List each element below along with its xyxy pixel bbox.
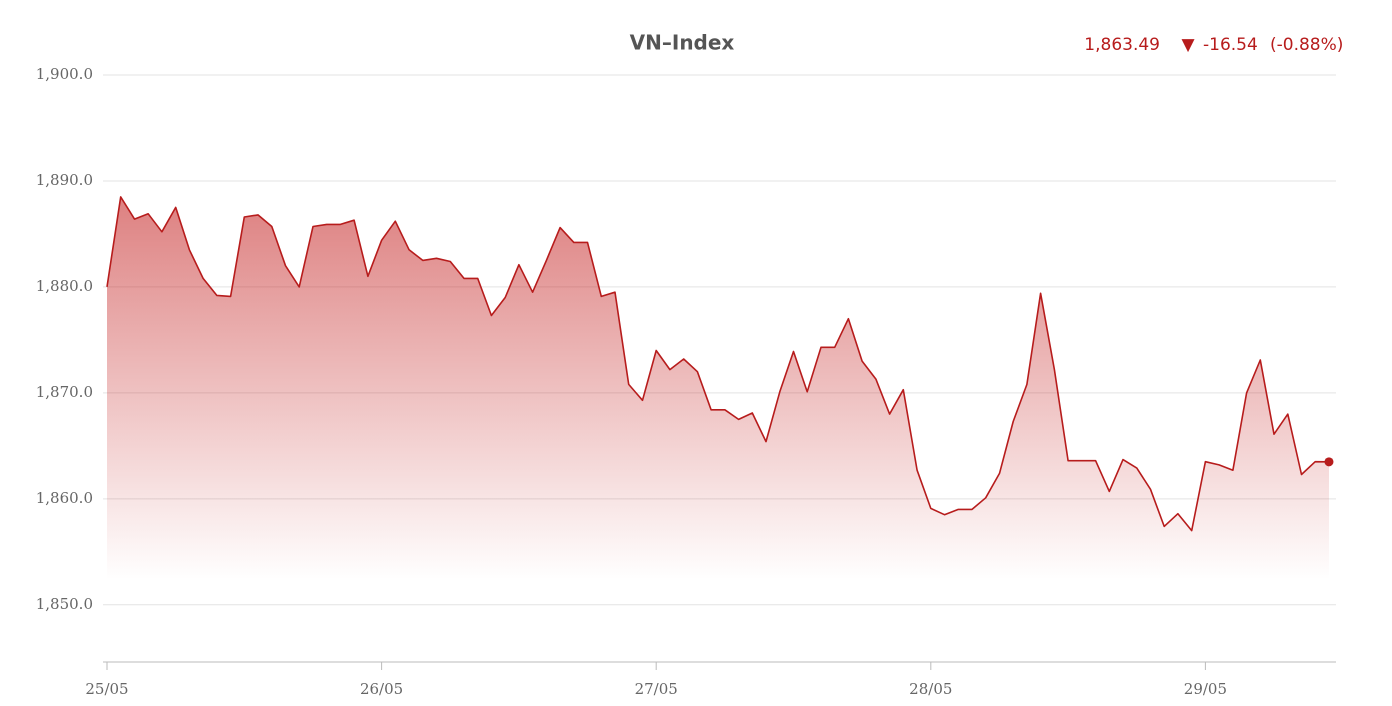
line [106,196,1330,532]
change: -16.54 [1203,35,1258,55]
x-tick-label: 29/05 [1184,680,1227,698]
y-tick-label: 1,870.0 [36,383,93,401]
change-arrow: ▼ [1181,35,1195,55]
y-tick-label: 1,890.0 [36,171,93,189]
chart-title: VN–Index [630,31,735,55]
x-tick-label: 26/05 [360,680,403,698]
change-percent: (-0.88%) [1270,35,1343,55]
x-tick-label: 27/05 [635,680,678,698]
y-tick-label: 1,850.0 [36,595,93,613]
last-value: 1,863.49 [1084,35,1160,55]
last-point [1324,457,1334,467]
y-tick-label: 1,860.0 [36,489,93,507]
y-tick-label: 1,880.0 [36,277,93,295]
area [107,196,1329,662]
x-tick-label: 28/05 [909,680,952,698]
y-tick-label: 1,900.0 [36,65,93,83]
x-tick-label: 25/05 [85,680,128,698]
